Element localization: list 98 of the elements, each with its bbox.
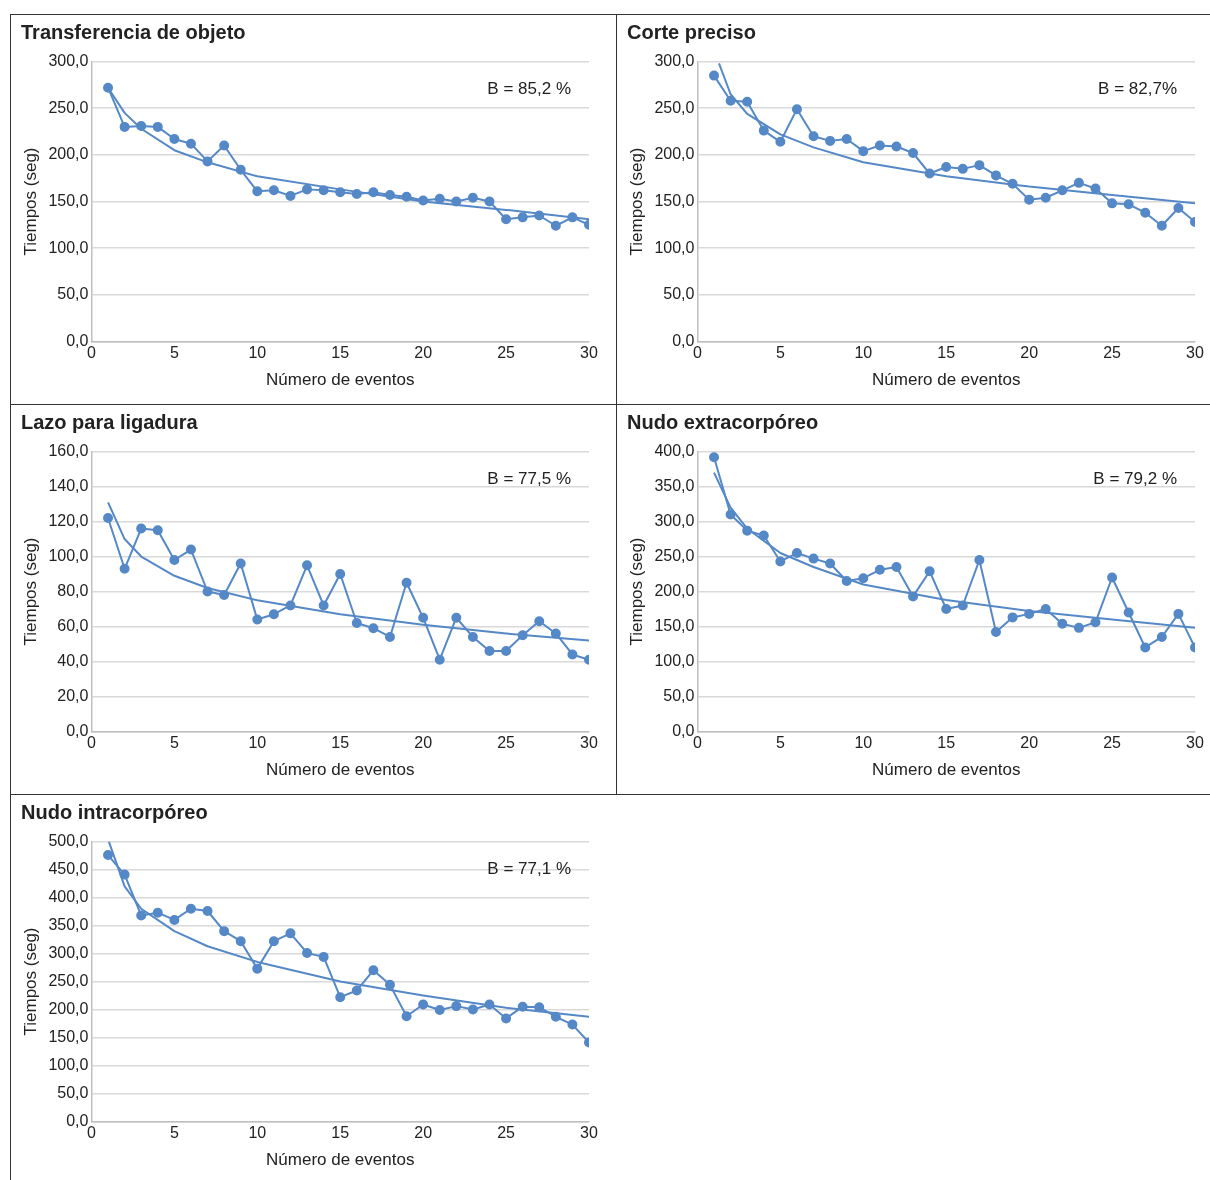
x-tick-label: 0 (86, 1124, 96, 1142)
y-tick-label: 200,0 (48, 999, 89, 1017)
chart-title: Lazo para ligadura (20, 410, 199, 435)
y-tick-label: 50,0 (663, 686, 695, 704)
y-tick-label: 350,0 (654, 476, 695, 494)
x-axis-title: Número de eventos (266, 370, 415, 390)
y-tick-label: 300,0 (654, 511, 695, 529)
x-tick-label: 20 (1020, 344, 1039, 362)
y-tick-label: 0,0 (66, 1111, 89, 1129)
y-axis-title: Tiempos (seg) (20, 537, 40, 646)
y-tick-label: 250,0 (48, 971, 89, 989)
chart-title: Transferencia de objeto (20, 20, 247, 45)
y-tick-label: 500,0 (48, 832, 89, 850)
y-tick-label: 250,0 (48, 98, 89, 116)
x-tick-label: 10 (854, 344, 873, 362)
y-tick-label: 400,0 (654, 442, 695, 460)
x-tick-label: 25 (497, 734, 516, 752)
y-tick-label: 150,0 (654, 191, 695, 209)
x-tick-label: 30 (580, 1124, 598, 1142)
x-tick-label: 0 (86, 734, 96, 752)
x-tick-label: 0 (692, 344, 702, 362)
y-tick-label: 100,0 (48, 1055, 89, 1073)
x-tick-label: 20 (414, 734, 433, 752)
chart-title: Nudo extracorpóreo (626, 410, 820, 435)
y-tick-label: 250,0 (654, 546, 695, 564)
y-tick-label: 0,0 (66, 331, 89, 349)
x-tick-label: 15 (331, 734, 350, 752)
x-tick-label: 5 (169, 734, 179, 752)
x-tick-label: 10 (854, 734, 873, 752)
y-tick-label: 50,0 (57, 1083, 89, 1101)
x-tick-label: 5 (169, 1124, 179, 1142)
y-axis-title: Tiempos (seg) (626, 147, 646, 256)
y-tick-label: 50,0 (663, 285, 695, 303)
y-axis-title: Tiempos (seg) (20, 147, 40, 256)
x-tick-label: 5 (775, 344, 785, 362)
y-tick-label: 100,0 (48, 546, 89, 564)
x-tick-label: 15 (331, 344, 350, 362)
y-tick-label: 200,0 (654, 145, 695, 163)
chart-title: Corte preciso (626, 20, 757, 45)
y-tick-label: 0,0 (672, 331, 695, 349)
y-tick-label: 0,0 (672, 721, 695, 739)
y-tick-label: 450,0 (48, 859, 89, 877)
y-axis-title: Tiempos (seg) (626, 537, 646, 646)
y-tick-label: 150,0 (654, 616, 695, 634)
x-tick-label: 15 (937, 344, 956, 362)
y-tick-label: 300,0 (48, 52, 89, 70)
x-tick-label: 0 (86, 344, 96, 362)
y-tick-label: 200,0 (48, 145, 89, 163)
x-axis-title: Número de eventos (872, 760, 1021, 780)
x-tick-label: 20 (414, 1124, 433, 1142)
x-tick-label: 25 (1103, 344, 1122, 362)
x-tick-label: 15 (331, 1124, 350, 1142)
x-tick-label: 5 (775, 734, 785, 752)
y-tick-label: 160,0 (48, 442, 89, 460)
annotation: B = 82,7% (1098, 79, 1177, 99)
x-tick-label: 10 (248, 344, 267, 362)
y-tick-label: 120,0 (48, 511, 89, 529)
y-tick-label: 80,0 (57, 581, 89, 599)
x-tick-label: 10 (248, 734, 267, 752)
y-tick-label: 100,0 (654, 651, 695, 669)
chart-title: Nudo intracorpóreo (20, 800, 209, 825)
annotation: B = 77,5 % (487, 469, 571, 489)
y-tick-label: 0,0 (66, 721, 89, 739)
annotation: B = 85,2 % (487, 79, 571, 99)
x-axis-title: Número de eventos (266, 1150, 415, 1170)
x-tick-label: 10 (248, 1124, 267, 1142)
y-tick-label: 400,0 (48, 887, 89, 905)
x-tick-label: 30 (1186, 344, 1204, 362)
x-tick-label: 30 (580, 344, 598, 362)
x-tick-label: 25 (497, 344, 516, 362)
y-tick-label: 100,0 (654, 238, 695, 256)
x-tick-label: 20 (414, 344, 433, 362)
y-tick-label: 300,0 (48, 943, 89, 961)
x-tick-label: 20 (1020, 734, 1039, 752)
x-tick-label: 25 (497, 1124, 516, 1142)
y-tick-label: 20,0 (57, 686, 89, 704)
annotation: B = 79,2 % (1093, 469, 1177, 489)
x-tick-label: 25 (1103, 734, 1122, 752)
y-tick-label: 350,0 (48, 915, 89, 933)
x-axis-title: Número de eventos (872, 370, 1021, 390)
y-axis-title: Tiempos (seg) (20, 927, 40, 1036)
y-tick-label: 140,0 (48, 476, 89, 494)
x-axis-title: Número de eventos (266, 760, 415, 780)
x-tick-label: 30 (580, 734, 598, 752)
x-tick-label: 30 (1186, 734, 1204, 752)
y-tick-label: 300,0 (654, 52, 695, 70)
y-tick-label: 60,0 (57, 616, 89, 634)
y-tick-label: 200,0 (654, 581, 695, 599)
x-tick-label: 0 (692, 734, 702, 752)
x-tick-label: 5 (169, 344, 179, 362)
y-tick-label: 250,0 (654, 98, 695, 116)
y-tick-label: 150,0 (48, 1027, 89, 1045)
y-tick-label: 40,0 (57, 651, 89, 669)
y-tick-label: 150,0 (48, 191, 89, 209)
x-tick-label: 15 (937, 734, 956, 752)
annotation: B = 77,1 % (487, 859, 571, 879)
y-tick-label: 50,0 (57, 285, 89, 303)
y-tick-label: 100,0 (48, 238, 89, 256)
